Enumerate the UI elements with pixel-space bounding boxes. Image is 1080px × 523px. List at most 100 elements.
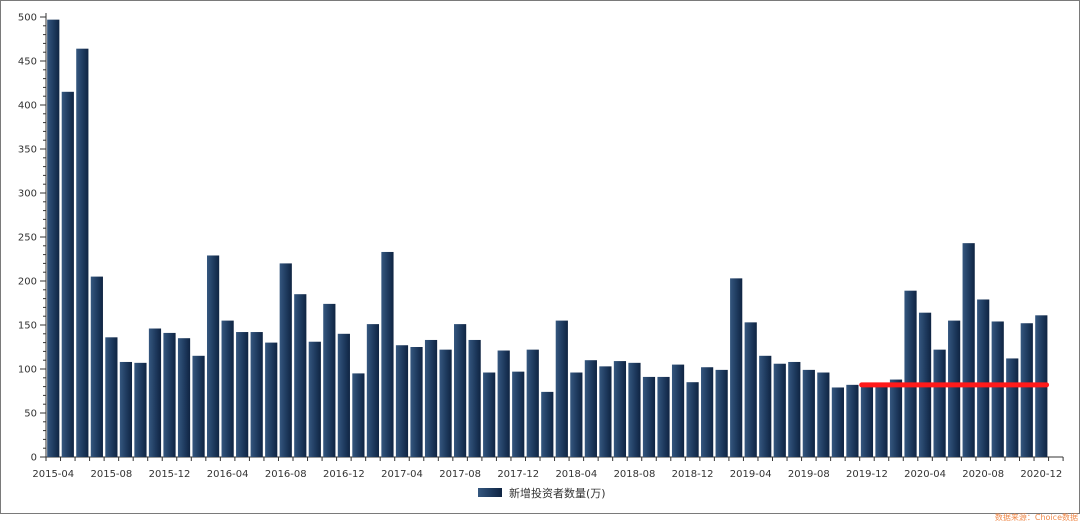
y-tick-label: 0 <box>31 453 37 464</box>
x-tick-label: 2020-04 <box>904 469 946 480</box>
bar-2015-10 <box>134 362 147 457</box>
y-tick-label: 200 <box>18 277 37 288</box>
bar-2015-06 <box>76 48 89 458</box>
bar-2018-01 <box>526 349 539 457</box>
bar-2015-12 <box>163 332 176 457</box>
bar-2019-12 <box>860 386 874 457</box>
bar-2015-08 <box>105 337 118 457</box>
bar-2016-02 <box>192 355 205 457</box>
y-tick-label: 50 <box>24 409 37 420</box>
bar-2018-03 <box>555 320 568 457</box>
bar-2020-07 <box>962 243 975 457</box>
bar-2017-06 <box>424 339 438 457</box>
bar-2020-09 <box>991 321 1004 457</box>
bar-2018-10 <box>657 376 670 457</box>
bar-2016-11 <box>323 303 336 457</box>
bar-2017-05 <box>410 347 423 457</box>
bar-2020-10 <box>1006 358 1019 457</box>
bar-2017-10 <box>483 372 496 457</box>
x-tick-label: 2016-08 <box>265 469 307 480</box>
legend: 新增投资者数量(万) <box>478 486 606 500</box>
source-note: 数据来源：Choice数据 <box>994 513 1078 522</box>
bar-2019-07 <box>788 361 801 457</box>
bar-2019-02 <box>715 369 728 457</box>
bar-2019-08 <box>802 369 815 457</box>
bar-2016-10 <box>308 341 321 457</box>
bar-2018-02 <box>541 391 554 457</box>
bar-2019-03 <box>730 278 743 457</box>
axes: 0 50 100 150 200 250 300 350 400 450 500 2015-04 201… <box>18 13 1064 480</box>
x-tick-label: 2019-04 <box>730 469 772 480</box>
y-tick-label: 500 <box>18 13 37 24</box>
bar-2016-04 <box>221 320 234 457</box>
y-tick-label: 150 <box>18 321 37 332</box>
bar-2016-08 <box>279 263 292 457</box>
bar-2020-05 <box>933 349 946 457</box>
bar-2017-11 <box>497 350 510 457</box>
x-tick-label: 2019-12 <box>846 469 888 480</box>
bar-2018-06 <box>599 366 612 457</box>
bar-2020-11 <box>1020 323 1033 457</box>
bar-2015-09 <box>119 361 133 457</box>
x-tick-label: 2019-08 <box>788 469 830 480</box>
y-tick-label: 250 <box>18 233 37 244</box>
x-tick-label: 2017-08 <box>439 469 481 480</box>
bar-2019-06 <box>773 363 786 457</box>
bar-2020-03 <box>904 290 917 457</box>
bar-2020-01 <box>875 383 888 457</box>
bar-2019-11 <box>846 384 859 457</box>
x-tick-label: 2017-04 <box>381 469 423 480</box>
y-tick-label: 100 <box>18 365 37 376</box>
bar-2017-08 <box>454 324 467 457</box>
y-tick-label: 400 <box>18 101 37 112</box>
x-tick-label: 2020-12 <box>1020 469 1062 480</box>
bar-2017-01 <box>352 373 365 457</box>
bar-2016-09 <box>294 294 307 457</box>
bar-2020-06 <box>948 320 961 457</box>
bar-2018-05 <box>584 360 597 457</box>
bar-2020-02 <box>889 379 903 457</box>
x-tick-label: 2020-08 <box>962 469 1004 480</box>
bar-2016-01 <box>177 338 191 457</box>
bars-layer <box>47 19 1048 458</box>
bar-2018-11 <box>671 364 685 457</box>
bar-2018-12 <box>686 382 699 457</box>
bar-2019-05 <box>759 355 772 457</box>
bar-2018-07 <box>613 361 627 457</box>
y-tick-label: 450 <box>18 57 37 68</box>
bar-2015-05 <box>61 91 74 458</box>
x-tick-label: 2015-12 <box>149 469 191 480</box>
legend-swatch <box>478 488 502 497</box>
y-tick-label: 350 <box>18 145 37 156</box>
bar-2017-04 <box>395 345 409 457</box>
bar-2017-02 <box>366 324 380 457</box>
bar-2015-11 <box>148 328 162 457</box>
bar-2016-06 <box>250 332 263 457</box>
bar-2018-08 <box>628 362 641 457</box>
bar-2015-04 <box>47 19 60 457</box>
bar-2018-04 <box>570 372 583 457</box>
y-tick-label: 300 <box>18 189 37 200</box>
bar-2019-09 <box>817 372 830 457</box>
bar-2017-07 <box>439 349 452 457</box>
x-tick-label: 2015-08 <box>90 469 132 480</box>
bar-2017-03 <box>381 251 394 457</box>
bar-2015-07 <box>90 276 103 457</box>
x-tick-label: 2017-12 <box>497 469 539 480</box>
bar-2020-08 <box>977 299 990 457</box>
bar-2017-09 <box>468 339 481 457</box>
bar-2016-03 <box>206 255 220 457</box>
bar-2017-12 <box>512 371 525 457</box>
legend-label: 新增投资者数量(万) <box>509 486 606 500</box>
bar-2018-09 <box>642 376 656 457</box>
x-tick-label: 2018-04 <box>555 469 597 480</box>
bar-2019-04 <box>744 322 757 457</box>
x-tick-label: 2018-12 <box>672 469 714 480</box>
bar-2016-05 <box>236 332 249 457</box>
bar-2016-07 <box>265 342 278 457</box>
x-tick-label: 2016-12 <box>323 469 365 480</box>
x-tick-label: 2016-04 <box>207 469 249 480</box>
bar-2019-01 <box>701 367 714 457</box>
x-tick-label: 2015-04 <box>32 469 74 480</box>
